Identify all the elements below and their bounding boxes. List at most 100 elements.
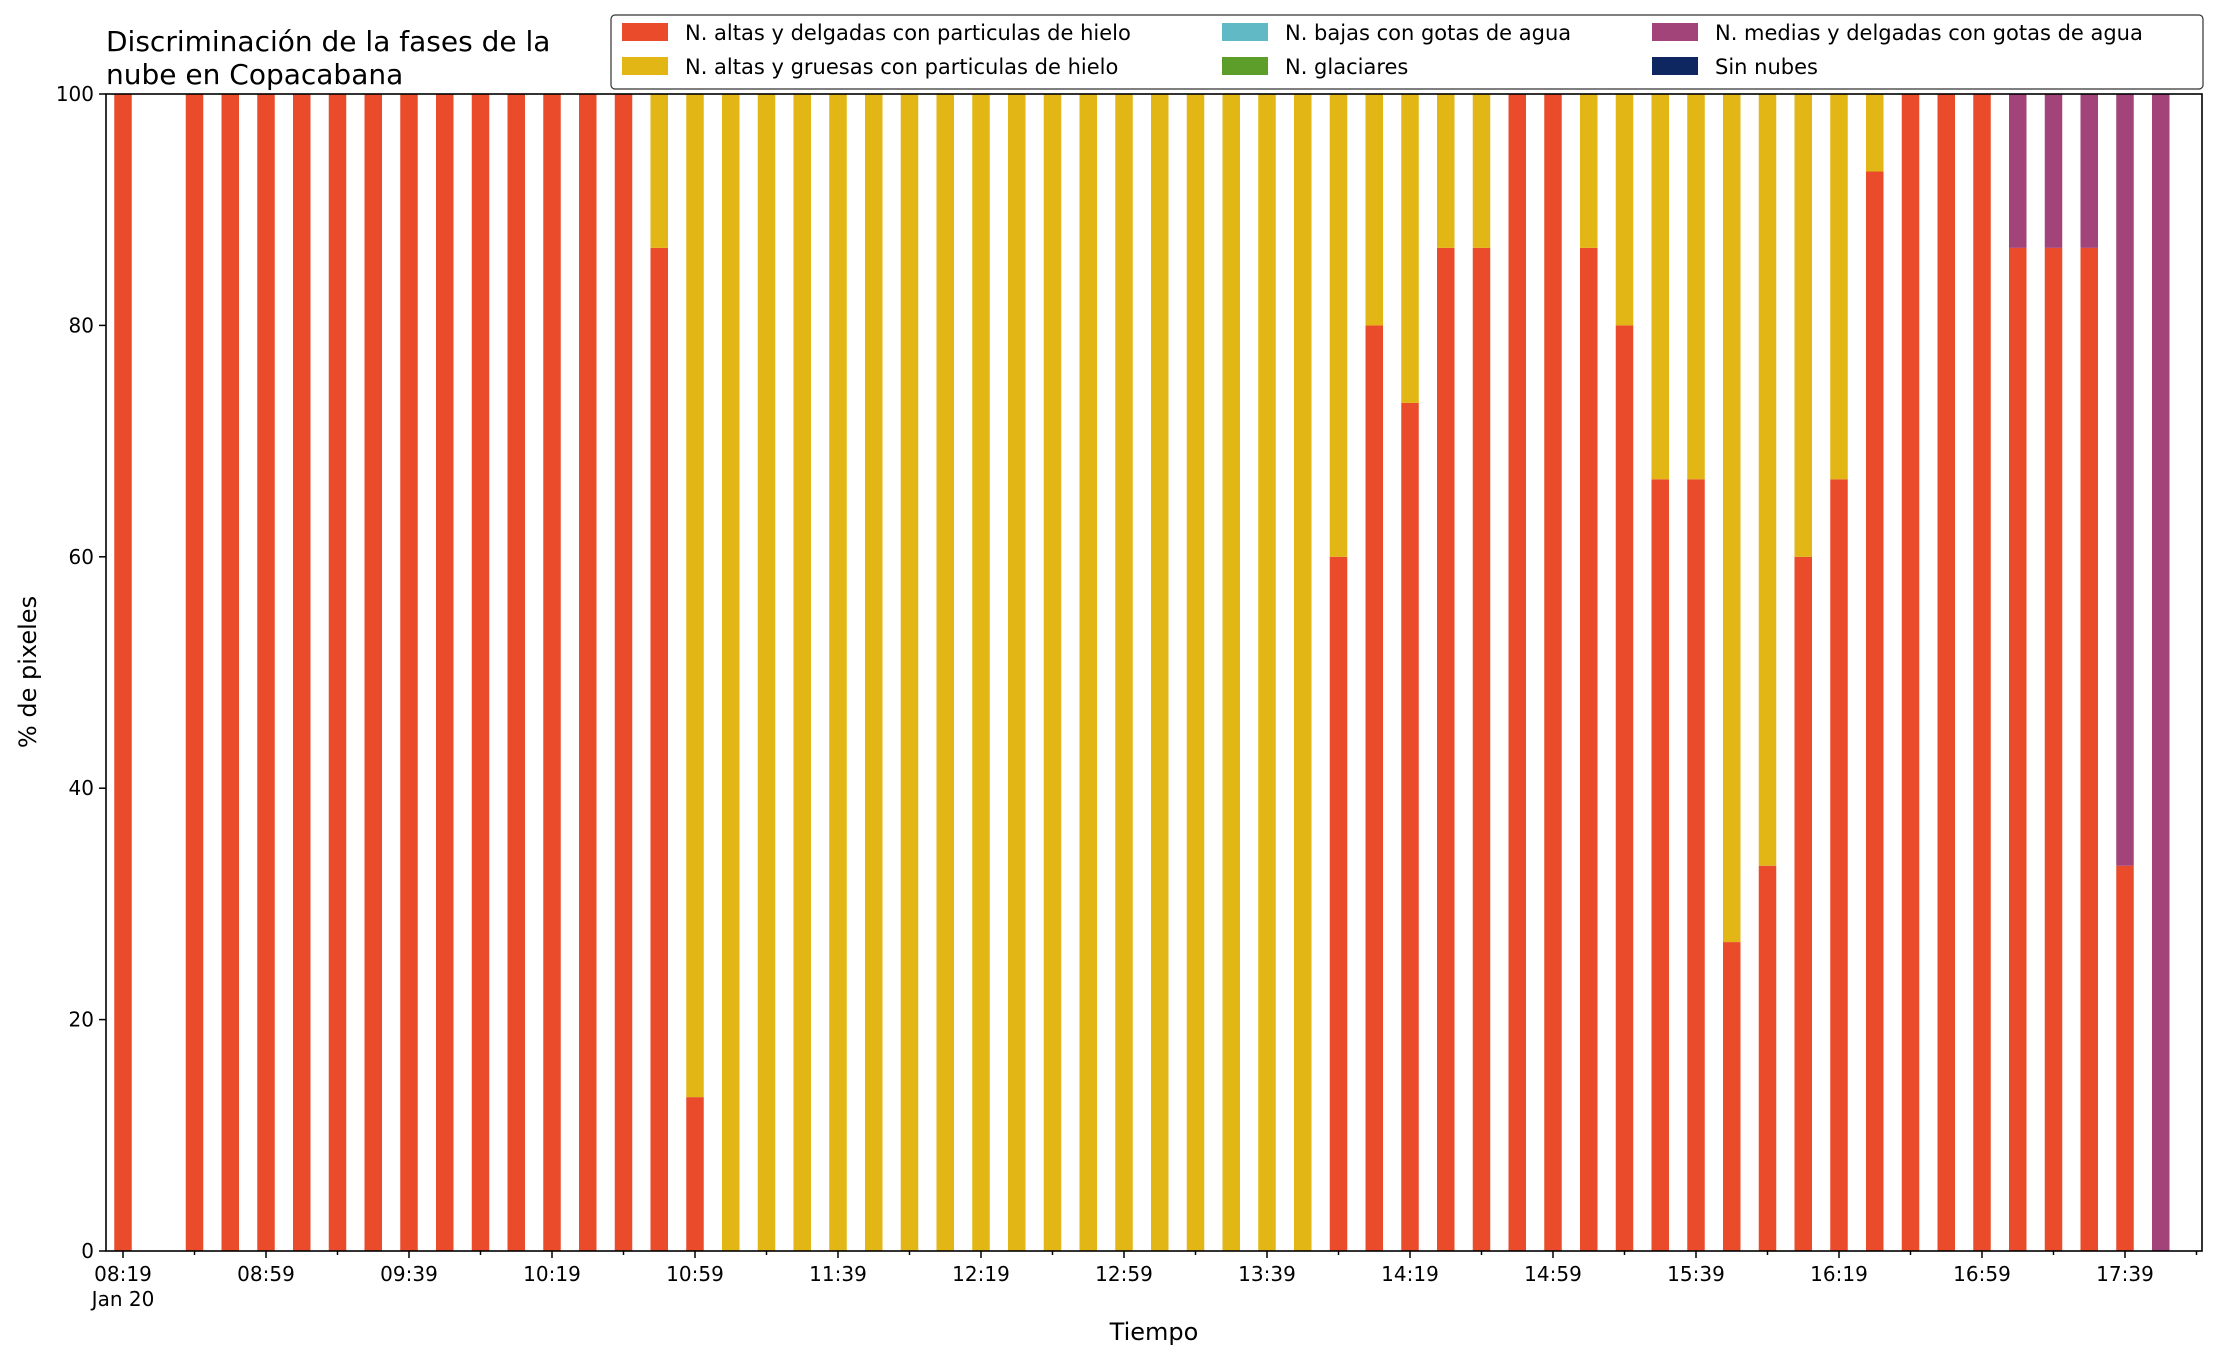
bar-segment-1009-s0	[507, 94, 525, 1251]
legend-label-1: N. altas y gruesas con particulas de hie…	[685, 55, 1118, 79]
y-axis: 0 20 40 60 80 100	[56, 82, 106, 1263]
bar-segment-1659-s0	[1973, 94, 1991, 1251]
x-tick-label-1259: 12:59	[1095, 1262, 1153, 1286]
bar-segment-1229-s1	[1008, 94, 1026, 1251]
bar-segment-1439-s1	[1472, 94, 1491, 248]
bar-segment-1429-s0	[1437, 247, 1455, 1251]
x-tick-label-1739: 17:39	[2096, 1262, 2154, 1286]
legend-label-2: N. bajas con gotas de agua	[1285, 21, 1571, 45]
bar-segment-1259-s1	[1115, 94, 1133, 1251]
bar-segment-1409-s1	[1365, 94, 1383, 326]
bar-segment-1619-s0	[1830, 479, 1848, 1251]
bar-segment-1539-s0	[1687, 479, 1705, 1251]
x-tick-label-1539: 15:39	[1667, 1262, 1725, 1286]
bar-segment-1349-s1	[1294, 94, 1312, 1251]
bar-segment-1529-s0	[1651, 479, 1669, 1251]
bar-segment-1249-s1	[1079, 94, 1097, 1251]
bar-segment-1549-s1	[1723, 94, 1741, 943]
bar-segment-1059-s0	[686, 1097, 704, 1251]
legend-swatch-5	[1652, 57, 1698, 75]
bar-segment-1719-s4	[2044, 94, 2063, 248]
x-tick-label-1019: 10:19	[523, 1262, 581, 1286]
bar-segment-1629-s0	[1866, 171, 1884, 1251]
bar-segment-1059-s1	[686, 94, 704, 1098]
bar-segment-1319-s1	[1186, 94, 1205, 1251]
y-tick-label-60: 60	[69, 545, 94, 569]
plot-frame	[105, 93, 2203, 1252]
y-axis-label: % de pixeles	[14, 596, 42, 748]
bar-segment-1509-s0	[1580, 247, 1598, 1251]
bar-segment-1529-s1	[1651, 94, 1669, 480]
x-tick-label-0819: 08:19	[94, 1262, 152, 1286]
x-axis-label: Tiempo	[1109, 1318, 1199, 1346]
bar-segment-1139-s1	[829, 94, 847, 1251]
bar-segment-1419-s0	[1401, 402, 1419, 1251]
legend: N. altas y delgadas con particulas de hi…	[610, 14, 2204, 90]
bar-segment-1709-s0	[2009, 247, 2027, 1251]
bar-segment-1359-s1	[1329, 94, 1348, 557]
y-tick-label-80: 80	[69, 313, 94, 337]
x-tick-label-0939: 09:39	[380, 1262, 438, 1286]
bar-segment-1559-s0	[1758, 865, 1777, 1251]
bar-segment-0959-s0	[471, 94, 490, 1251]
x-tick-label-1059: 10:59	[666, 1262, 724, 1286]
legend-swatch-2	[1222, 23, 1268, 41]
bar-segment-0839-s0	[185, 94, 204, 1251]
x-tick-label-1459: 14:59	[1524, 1262, 1582, 1286]
x-tick-label-1659: 16:59	[1953, 1262, 2011, 1286]
bar-segment-1619-s1	[1830, 94, 1848, 480]
bar-segment-1539-s1	[1687, 94, 1705, 480]
legend-swatch-3	[1222, 57, 1268, 75]
chart-title: Discriminación de la fases de la nube en…	[106, 25, 550, 91]
bar-segment-1159-s1	[900, 94, 919, 1251]
bar-segment-1509-s1	[1580, 94, 1598, 248]
bar-segment-1729-s4	[2080, 94, 2098, 248]
bar-segment-0909-s0	[293, 94, 311, 1251]
legend-label-3: N. glaciares	[1285, 55, 1408, 79]
bar-segment-1419-s1	[1401, 94, 1419, 403]
bars-layer	[114, 94, 2170, 1251]
legend-swatch-4	[1652, 23, 1698, 41]
bar-segment-1729-s0	[2080, 247, 2098, 1251]
bar-segment-0949-s0	[436, 94, 454, 1251]
legend-label-5: Sin nubes	[1715, 55, 1818, 79]
bar-segment-1739-s0	[2116, 865, 2134, 1251]
chart-title-line-1: Discriminación de la fases de la	[106, 25, 550, 58]
bar-segment-1239-s1	[1043, 94, 1062, 1251]
legend-label-0: N. altas y delgadas con particulas de hi…	[685, 21, 1131, 45]
bar-segment-1329-s1	[1222, 94, 1240, 1251]
bar-segment-1359-s0	[1329, 556, 1348, 1251]
bar-segment-1639-s0	[1901, 94, 1920, 1251]
bar-segment-1719-s0	[2044, 247, 2063, 1251]
bar-segment-1559-s1	[1758, 94, 1777, 866]
bar-segment-1609-s0	[1794, 556, 1812, 1251]
bar-segment-1649-s0	[1937, 94, 1955, 1251]
x-tick-label-0859: 08:59	[237, 1262, 295, 1286]
x-tick-label-1619: 16:19	[1810, 1262, 1868, 1286]
bar-segment-1739-s4	[2116, 94, 2134, 866]
bar-segment-1439-s0	[1472, 247, 1491, 1251]
bar-segment-0849-s0	[221, 94, 239, 1251]
x-tick-label-1339: 13:39	[1238, 1262, 1296, 1286]
bar-segment-1709-s4	[2009, 94, 2027, 248]
bar-segment-1119-s1	[757, 94, 776, 1251]
bar-segment-1519-s0	[1615, 325, 1634, 1251]
bar-segment-1209-s1	[936, 94, 954, 1251]
legend-swatch-0	[622, 23, 668, 41]
y-tick-label-20: 20	[69, 1008, 94, 1032]
bar-segment-1549-s0	[1723, 942, 1741, 1251]
x-tick-label-1219: 12:19	[952, 1262, 1010, 1286]
chart-title-line-2: nube en Copacabana	[106, 58, 403, 91]
legend-box	[610, 14, 2204, 90]
bar-segment-1409-s0	[1365, 325, 1383, 1251]
bar-segment-1609-s1	[1794, 94, 1812, 557]
bar-segment-1449-s0	[1508, 94, 1526, 1251]
x-tick-label-1139: 11:39	[809, 1262, 867, 1286]
bar-segment-1749-s4	[2152, 94, 2170, 1251]
bar-segment-0939-s0	[400, 94, 418, 1251]
bar-segment-1049-s1	[650, 94, 668, 248]
bar-segment-1129-s1	[793, 94, 811, 1251]
y-tick-label-0: 0	[81, 1239, 94, 1263]
bar-segment-1519-s1	[1615, 94, 1634, 326]
